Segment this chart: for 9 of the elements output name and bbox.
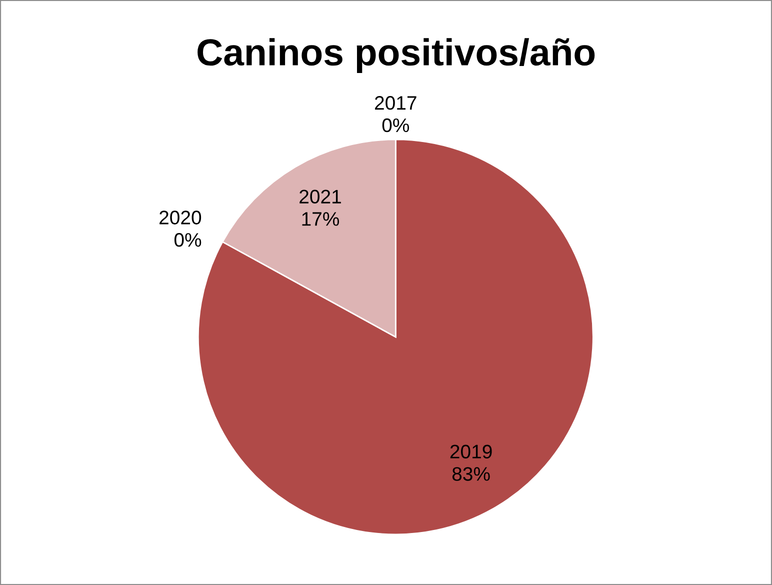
slice-label: 2019 [450, 444, 492, 458]
data-label: 83% [452, 467, 490, 481]
chart-title: Caninos positivos/año [198, 38, 595, 74]
category-label: 2017 [375, 96, 416, 110]
category-label: 2020 [160, 210, 202, 224]
text: 0% [382, 118, 410, 132]
slice-label: 2021 [300, 190, 341, 204]
data-label: 17% [302, 212, 340, 226]
text: 0% [174, 233, 202, 247]
